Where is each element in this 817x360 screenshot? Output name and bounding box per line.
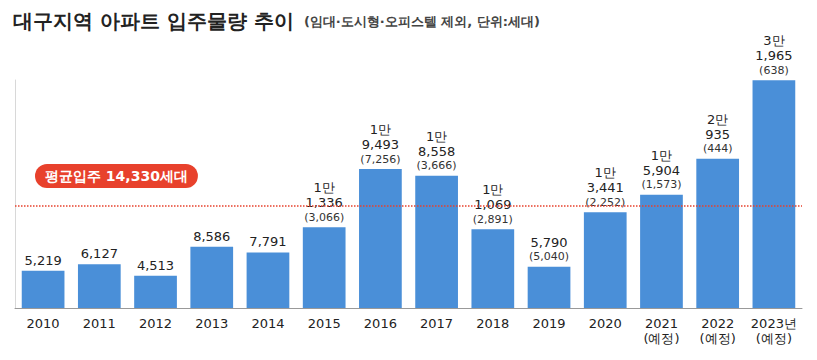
svg-text:2023년: 2023년 [751, 316, 797, 331]
svg-text:(3,666): (3,666) [417, 159, 457, 172]
svg-text:7,791: 7,791 [249, 234, 286, 249]
svg-text:(예정): (예정) [756, 331, 792, 346]
svg-text:(예정): (예정) [700, 331, 736, 346]
svg-text:2018: 2018 [476, 316, 509, 331]
svg-text:2014: 2014 [251, 316, 284, 331]
svg-text:2011: 2011 [83, 316, 116, 331]
svg-text:(7,256): (7,256) [360, 153, 400, 166]
svg-text:(2,252): (2,252) [585, 196, 625, 209]
svg-text:1만: 1만 [595, 165, 616, 180]
svg-text:6,127: 6,127 [81, 246, 118, 261]
svg-text:1,336: 1,336 [306, 195, 343, 210]
svg-text:4,513: 4,513 [137, 258, 174, 273]
svg-text:(5,040): (5,040) [529, 250, 569, 263]
svg-text:2만: 2만 [707, 112, 728, 127]
svg-text:1만: 1만 [651, 148, 672, 163]
svg-text:3만: 3만 [763, 33, 784, 48]
svg-text:8,586: 8,586 [193, 229, 230, 244]
svg-text:2016: 2016 [364, 316, 397, 331]
svg-text:평균입주 14,330세대: 평균입주 14,330세대 [45, 168, 188, 184]
svg-text:2020: 2020 [589, 316, 622, 331]
svg-text:2010: 2010 [27, 316, 60, 331]
svg-text:(예정): (예정) [643, 331, 679, 346]
svg-text:935: 935 [705, 127, 730, 142]
svg-text:(638): (638) [759, 64, 789, 77]
svg-text:1만: 1만 [426, 129, 447, 144]
svg-text:1,965: 1,965 [755, 48, 792, 63]
svg-text:대구지역 아파트 입주물량 추이: 대구지역 아파트 입주물량 추이 [13, 9, 294, 33]
svg-text:(3,066): (3,066) [304, 211, 344, 224]
svg-text:(2,891): (2,891) [473, 213, 513, 226]
svg-text:(444): (444) [703, 142, 733, 155]
svg-text:9,493: 9,493 [362, 137, 399, 152]
svg-text:5,219: 5,219 [24, 253, 61, 268]
svg-text:1만: 1만 [314, 180, 335, 195]
svg-text:8,558: 8,558 [418, 144, 455, 159]
svg-text:3,441: 3,441 [587, 180, 624, 195]
svg-text:2021: 2021 [645, 316, 678, 331]
svg-text:2015: 2015 [308, 316, 341, 331]
svg-text:2022: 2022 [701, 316, 734, 331]
svg-text:2017: 2017 [420, 316, 453, 331]
svg-text:1만: 1만 [370, 122, 391, 137]
svg-text:1만: 1만 [482, 182, 503, 197]
svg-text:5,904: 5,904 [643, 163, 680, 178]
svg-text:1,069: 1,069 [474, 197, 511, 212]
svg-text:2013: 2013 [195, 316, 228, 331]
svg-text:5,790: 5,790 [530, 235, 567, 250]
svg-text:2019: 2019 [532, 316, 565, 331]
svg-text:(임대·도시형·오피스텔 제외, 단위:세대): (임대·도시형·오피스텔 제외, 단위:세대) [304, 14, 540, 29]
svg-text:2012: 2012 [139, 316, 172, 331]
svg-text:(1,573): (1,573) [641, 178, 681, 191]
